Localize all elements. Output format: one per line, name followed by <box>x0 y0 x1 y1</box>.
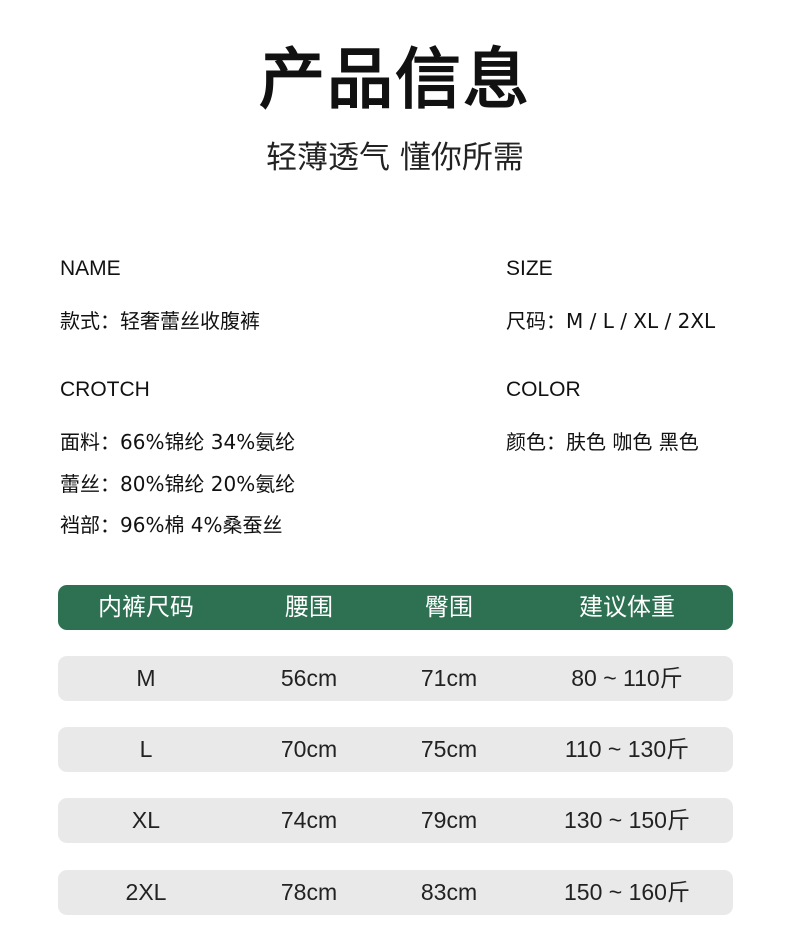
name-label: NAME <box>60 257 121 280</box>
color-value: 颜色：肤色 咖色 黑色 <box>506 430 699 454</box>
fabric-value: 面料：66%锦纶 34%氨纶 <box>60 430 296 454</box>
cell-weight: 80 ~ 110斤 <box>571 665 683 691</box>
lace-value: 蕾丝：80%锦纶 20%氨纶 <box>60 472 296 496</box>
column-header-size: 内裤尺码 <box>98 593 194 621</box>
name-value: 款式：轻奢蕾丝收腹裤 <box>60 309 260 333</box>
size-table-header: 内裤尺码 腰围 臀围 建议体重 <box>58 585 733 630</box>
color-label: COLOR <box>506 378 581 401</box>
cell-size: XL <box>131 807 161 833</box>
crotch-value: 裆部：96%棉 4%桑蚕丝 <box>60 513 283 537</box>
cell-hip: 83cm <box>420 879 478 905</box>
column-header-waist: 腰围 <box>285 593 333 621</box>
cell-size: 2XL <box>125 879 167 905</box>
table-row: 2XL 78cm 83cm 150 ~ 160斤 <box>58 870 733 915</box>
cell-hip: 79cm <box>420 807 478 833</box>
page-subtitle: 轻薄透气 懂你所需 <box>266 140 524 176</box>
cell-hip: 75cm <box>420 736 478 762</box>
cell-weight: 110 ~ 130斤 <box>564 736 690 762</box>
crotch-label: CROTCH <box>60 378 150 401</box>
cell-hip: 71cm <box>420 665 478 691</box>
cell-weight: 130 ~ 150斤 <box>564 807 690 833</box>
page-title: 产品信息 <box>259 41 531 118</box>
cell-size: L <box>139 736 153 762</box>
table-row: XL 74cm 79cm 130 ~ 150斤 <box>58 798 733 843</box>
column-header-weight: 建议体重 <box>579 593 675 621</box>
cell-size: M <box>136 665 156 691</box>
size-value: 尺码：M / L / XL / 2XL <box>506 309 716 333</box>
column-header-hip: 臀围 <box>425 593 473 621</box>
table-row: L 70cm 75cm 110 ~ 130斤 <box>58 727 733 772</box>
size-label: SIZE <box>506 257 553 280</box>
cell-waist: 56cm <box>280 665 338 691</box>
cell-waist: 78cm <box>280 879 338 905</box>
cell-waist: 70cm <box>280 736 338 762</box>
table-row: M 56cm 71cm 80 ~ 110斤 <box>58 656 733 701</box>
cell-weight: 150 ~ 160斤 <box>564 879 690 905</box>
cell-waist: 74cm <box>280 807 338 833</box>
